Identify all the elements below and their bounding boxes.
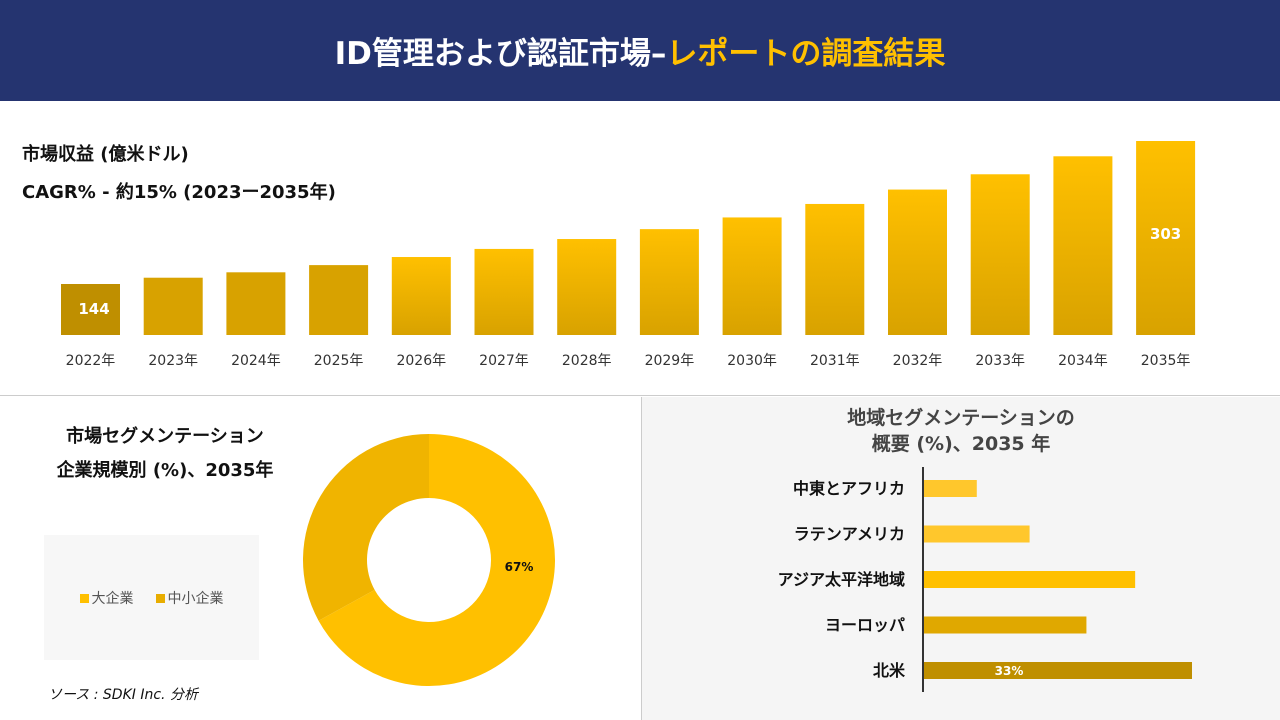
region-panel: 地域セグメンテーションの 概要 (%)、2035 年 中東とアフリカ ラテンアメリカ… bbox=[641, 397, 1280, 720]
bar-2035年 bbox=[1136, 141, 1196, 335]
data-label: 33% bbox=[995, 664, 1024, 678]
donut-legend: 大企業 中小企業 bbox=[44, 535, 259, 660]
divider bbox=[0, 395, 1280, 396]
x-tick-label: 2022年 bbox=[66, 353, 116, 369]
data-label: 303 bbox=[1150, 225, 1181, 243]
bar-2033年 bbox=[970, 174, 1030, 335]
bar-2024年 bbox=[226, 272, 286, 335]
source-note: ソース : SDKI Inc. 分析 bbox=[48, 687, 198, 703]
x-tick-label: 2025年 bbox=[314, 353, 364, 369]
bar-中東とアフリカ bbox=[924, 480, 977, 497]
category-label: ラテンアメリカ bbox=[794, 525, 905, 544]
bar-2030年 bbox=[722, 217, 782, 335]
cagr-text: CAGR% - 約15% (2023ー2035年) bbox=[22, 182, 336, 203]
bar-2031年 bbox=[805, 203, 865, 335]
x-tick-label: 2024年 bbox=[231, 353, 281, 369]
donut-data-label: 67% bbox=[505, 560, 534, 574]
donut-slice-中小企業 bbox=[303, 434, 429, 621]
title-accent: レポートの調査結果 bbox=[666, 36, 946, 72]
legend-item-large: 大企業 bbox=[79, 588, 134, 608]
bar-2029年 bbox=[639, 229, 699, 335]
donut-slice-大企業 bbox=[318, 434, 555, 686]
bar-北米 bbox=[924, 662, 1192, 679]
title-main: ID管理および認証市場– bbox=[334, 36, 667, 72]
bar-2023年 bbox=[143, 277, 203, 335]
x-tick-label: 2026年 bbox=[396, 353, 446, 369]
bar-2025年 bbox=[309, 265, 369, 335]
x-tick-label: 2029年 bbox=[645, 353, 695, 369]
bar-アジア太平洋地域 bbox=[924, 571, 1136, 588]
category-label: ヨーロッパ bbox=[825, 616, 905, 635]
revenue-bar-chart: 2022年 144 2023年 2024年 2025年 2026年 2027年 2028年 20… bbox=[61, 141, 1196, 369]
legend-item-sme: 中小企業 bbox=[155, 588, 224, 608]
category-label: 中東とアフリカ bbox=[793, 479, 905, 498]
category-label: 北米 bbox=[873, 661, 906, 680]
bar-2034年 bbox=[1053, 156, 1113, 335]
donut-chart: 67% bbox=[303, 434, 555, 686]
data-label: 144 bbox=[78, 300, 109, 318]
x-tick-label: 2030年 bbox=[727, 353, 777, 369]
x-tick-label: 2028年 bbox=[562, 353, 612, 369]
x-tick-label: 2027年 bbox=[479, 353, 529, 369]
x-tick-label: 2031年 bbox=[810, 353, 860, 369]
segment-title: 市場セグメンテーション 企業規模別 (%)、2035年 bbox=[30, 420, 300, 488]
x-tick-label: 2034年 bbox=[1058, 353, 1108, 369]
segment-title-line2: 企業規模別 (%)、2035年 bbox=[56, 460, 274, 481]
x-tick-label: 2032年 bbox=[893, 353, 943, 369]
bar-2026年 bbox=[391, 257, 451, 335]
x-tick-label: 2023年 bbox=[148, 353, 198, 369]
bar-2028年 bbox=[557, 239, 617, 335]
region-title: 地域セグメンテーションの 概要 (%)、2035 年 bbox=[847, 407, 1075, 455]
bar-ヨーロッパ bbox=[924, 616, 1087, 634]
segment-title-line1: 市場セグメンテーション bbox=[66, 426, 264, 447]
category-label: アジア太平洋地域 bbox=[778, 570, 905, 589]
bar-2032年 bbox=[888, 189, 947, 335]
header-banner: ID管理および認証市場– レポートの調査結果 bbox=[0, 0, 1280, 101]
bar-2022年 bbox=[61, 284, 120, 335]
x-tick-label: 2035年 bbox=[1141, 353, 1191, 369]
x-tick-label: 2033年 bbox=[975, 353, 1025, 369]
bar-ラテンアメリカ bbox=[924, 525, 1030, 543]
revenue-title: 市場収益 (億米ドル) bbox=[22, 144, 189, 165]
bar-2027年 bbox=[474, 248, 534, 335]
